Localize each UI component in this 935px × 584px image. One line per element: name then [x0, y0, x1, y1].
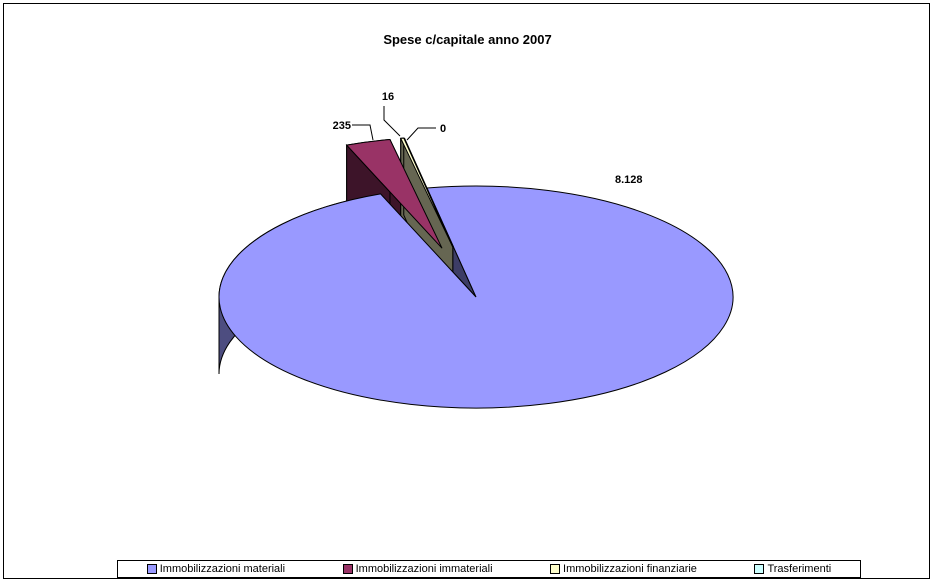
slice-immateriali: [345, 138, 443, 249]
legend: Immobilizzazioni materiali Immobilizzazi…: [117, 560, 861, 578]
legend-item-materiali: Immobilizzazioni materiali: [146, 563, 286, 575]
legend-swatch-immateriali: [342, 564, 353, 574]
leader-line-immateriali: [352, 124, 374, 141]
legend-item-finanziarie: Immobilizzazioni finanziarie: [550, 563, 697, 575]
data-label-finanziarie: 16: [382, 91, 394, 103]
legend-item-trasferimenti: Trasferimenti: [754, 563, 831, 575]
leader-line-finanziarie: [383, 106, 401, 137]
chart-title: Spese c/capitale anno 2007: [383, 32, 552, 47]
slice-finanziarie: [399, 137, 454, 248]
legend-swatch-trasferimenti: [754, 564, 765, 574]
legend-swatch-materiali: [146, 564, 157, 574]
data-label-immateriali: 235: [333, 120, 351, 132]
legend-label-immateriali: Immobilizzazioni immateriali: [355, 563, 493, 575]
legend-label-trasferimenti: Trasferimenti: [767, 563, 832, 575]
legend-label-finanziarie: Immobilizzazioni finanziarie: [563, 563, 697, 575]
legend-swatch-finanziarie: [550, 564, 561, 574]
legend-label-materiali: Immobilizzazioni materiali: [159, 563, 286, 575]
data-label-materiali: 8.128: [615, 174, 643, 186]
legend-item-immateriali: Immobilizzazioni immateriali: [342, 563, 493, 575]
slice-materiali: [218, 185, 734, 409]
slice-trasferimenti: [403, 137, 454, 248]
leader-line-trasferimenti: [406, 127, 436, 141]
data-label-trasferimenti: 0: [440, 123, 446, 135]
